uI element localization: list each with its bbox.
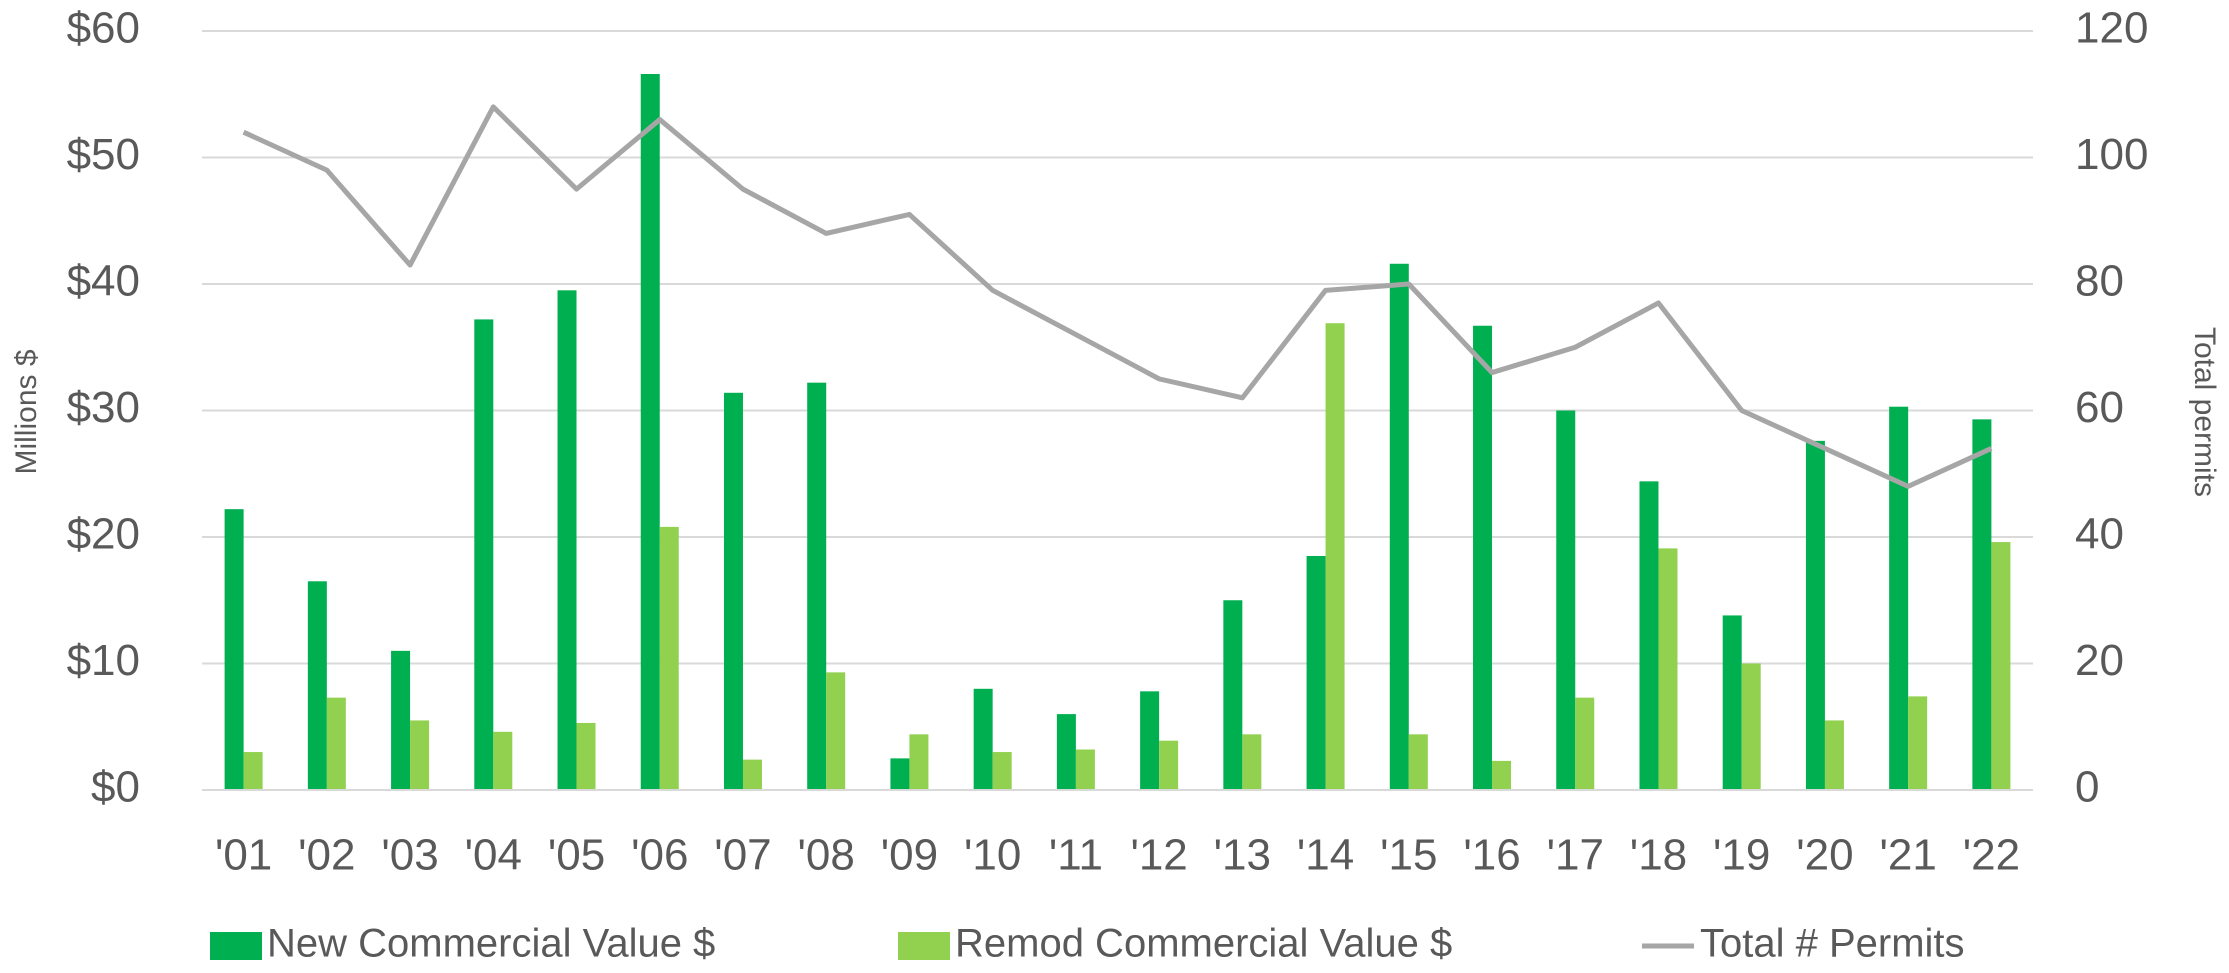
bar [723,392,743,790]
bar [1075,749,1095,790]
bar [1556,410,1576,790]
y2-axis-title: Total permits [2188,327,2221,497]
bar [1805,440,1825,790]
bar [326,697,346,790]
bar [909,734,929,790]
x-tick-label: '07 [714,831,771,880]
bar [640,74,660,790]
bar [1223,600,1243,790]
x-tick-label: '12 [1130,831,1187,880]
bar [1889,406,1909,790]
bar [1408,734,1428,790]
bar [1056,714,1076,790]
y2-tick-label: 120 [2075,4,2148,53]
bar [391,650,411,790]
x-tick-label: '11 [1049,831,1103,880]
bar [1242,734,1262,790]
y2-tick-label: 80 [2075,257,2124,306]
bar [1473,325,1493,790]
bar [973,688,993,790]
bar [224,509,244,790]
bar [992,752,1012,790]
x-tick-label: '03 [381,831,438,880]
legend-label: Total # Permits [1700,922,1965,966]
x-tick-label: '13 [1214,831,1271,880]
y-tick-label: $50 [67,130,140,179]
bar [493,731,513,790]
x-tick-label: '16 [1463,831,1520,880]
bar [1325,323,1345,790]
y-tick-label: $10 [67,636,140,685]
bar [1722,615,1742,790]
x-tick-label: '02 [298,831,355,880]
y2-tick-label: 40 [2075,510,2124,559]
legend-swatch [898,932,950,960]
y2-tick-label: 0 [2075,763,2099,812]
bar [1140,691,1160,790]
x-tick-label: '08 [798,831,855,880]
bar [243,752,263,790]
bar [1389,263,1409,790]
x-tick-label: '21 [1879,831,1936,880]
bar [1575,697,1595,790]
bar [826,672,846,790]
x-tick-label: '10 [964,831,1021,880]
bar [1908,696,1928,790]
bar [1972,419,1992,790]
y-tick-label: $60 [67,4,140,53]
bar [410,720,430,790]
y2-tick-label: 60 [2075,383,2124,432]
x-tick-label: '05 [548,831,605,880]
bar [1639,481,1659,790]
bar [1991,542,2011,790]
bar [1824,720,1844,790]
y2-tick-label: 100 [2075,130,2148,179]
legend-label: New Commercial Value $ [267,922,715,966]
bar [474,319,494,790]
legend-label: Remod Commercial Value $ [955,922,1452,966]
x-tick-label: '14 [1297,831,1354,880]
bar [659,526,679,790]
bar [1741,663,1761,790]
x-tick-label: '17 [1547,831,1604,880]
bar [1159,740,1179,790]
x-tick-label: '22 [1963,831,2020,880]
bar [1306,555,1326,790]
x-tick-label: '20 [1796,831,1853,880]
bar [890,758,910,790]
y-axis-title: Millions $ [10,349,43,474]
x-tick-label: '18 [1630,831,1687,880]
y2-tick-label: 20 [2075,636,2124,685]
x-tick-label: '15 [1380,831,1437,880]
y-tick-label: $40 [67,257,140,306]
x-tick-label: '04 [465,831,522,880]
x-tick-label: '09 [881,831,938,880]
x-tick-label: '01 [215,831,272,880]
bar [576,722,596,790]
bar [557,290,577,790]
y-tick-label: $0 [91,763,140,812]
bar [807,382,827,790]
bar [1492,760,1512,790]
bar [742,759,762,790]
bar [1658,548,1678,790]
x-tick-label: '06 [631,831,688,880]
legend-swatch [210,932,262,960]
line [242,104,1993,489]
x-tick-label: '19 [1713,831,1770,880]
y-tick-label: $30 [67,383,140,432]
bar [307,581,327,790]
y-tick-label: $20 [67,510,140,559]
